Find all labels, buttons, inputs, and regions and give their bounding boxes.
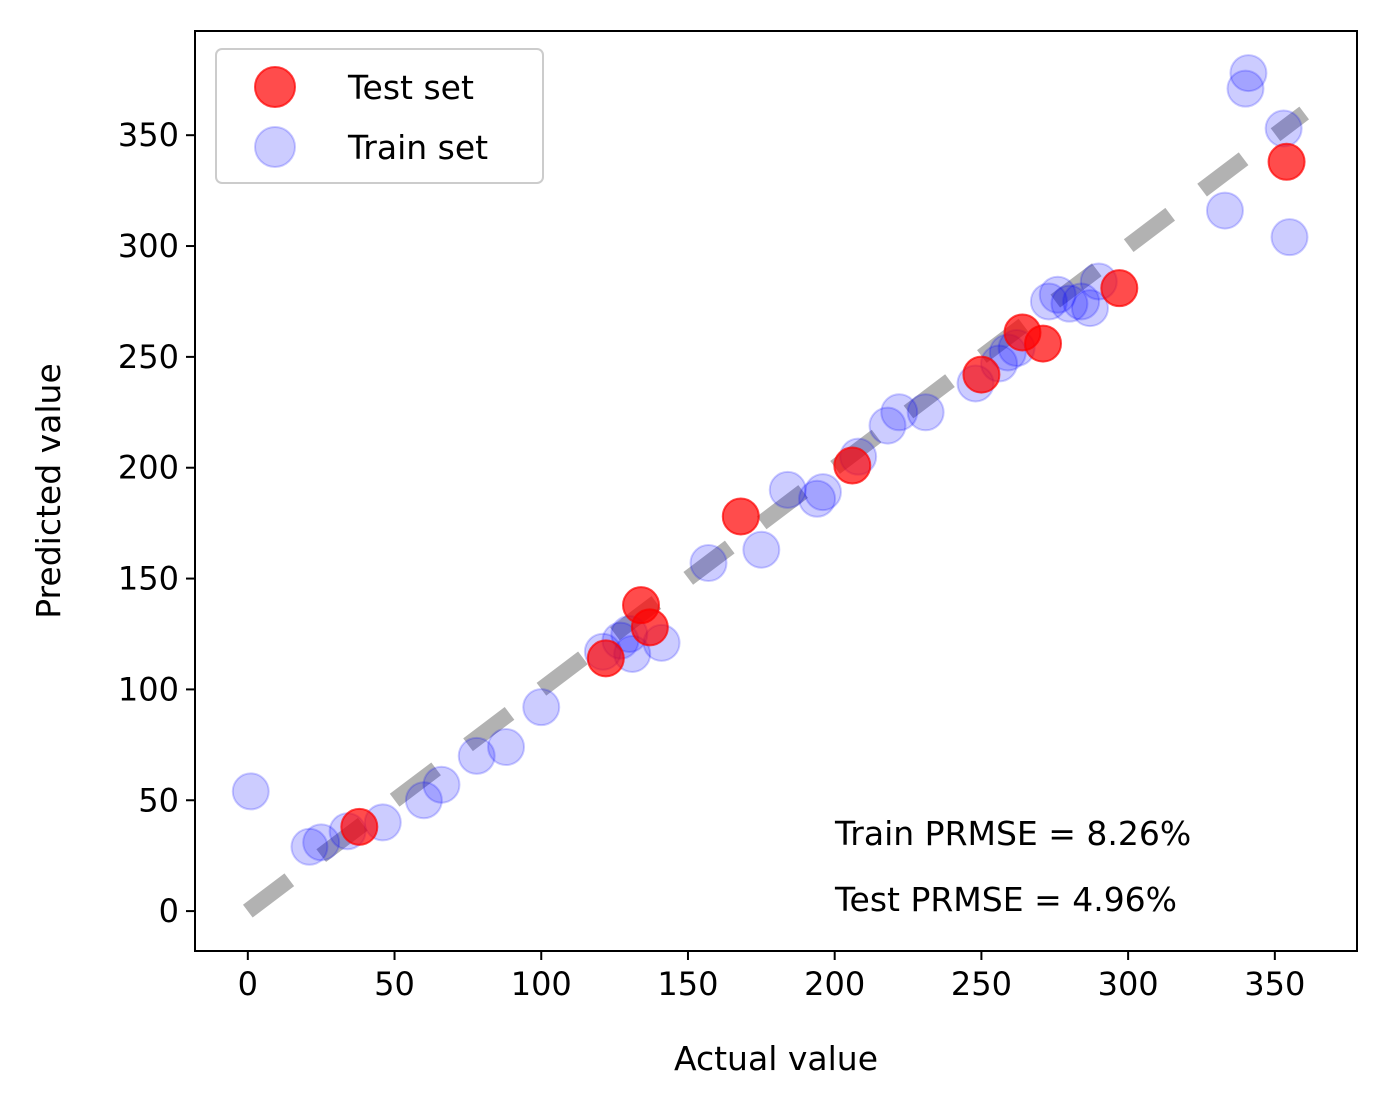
- x-tick-label: 250: [951, 965, 1012, 1003]
- train-point: [1029, 282, 1068, 321]
- train-point: [1264, 109, 1303, 148]
- train-point: [803, 473, 842, 512]
- y-tick-label: 300: [118, 227, 179, 265]
- y-tick-label: 250: [118, 338, 179, 376]
- train-point: [689, 544, 728, 583]
- axis-ticks-layer: 0 50 100 150 200 250 300 350 0 50 100 150 200 250 300 3…: [118, 116, 1305, 1003]
- y-tick-label: 350: [118, 116, 179, 154]
- x-tick-label: 0: [238, 965, 258, 1003]
- test-point: [962, 355, 1001, 394]
- legend-label-train: Train set: [347, 128, 488, 167]
- y-axis-label: Predicted value: [29, 363, 68, 619]
- train-point: [768, 470, 807, 509]
- y-tick-label: 0: [159, 892, 179, 930]
- legend-label-test: Test set: [347, 68, 474, 107]
- train-point: [487, 728, 526, 767]
- test-point: [340, 807, 379, 846]
- train-point: [1062, 282, 1101, 321]
- train-point: [1050, 284, 1089, 323]
- train-point: [1226, 69, 1265, 108]
- train-point: [231, 772, 270, 811]
- x-tick-label: 300: [1098, 965, 1159, 1003]
- train-point: [1229, 54, 1268, 93]
- y-tick-label: 50: [138, 781, 179, 819]
- train-point: [1038, 275, 1077, 314]
- train-point: [522, 688, 561, 727]
- test-point: [586, 639, 625, 678]
- legend-box: [215, 48, 544, 184]
- legend-marker-test: [254, 66, 296, 108]
- test-point: [1100, 269, 1139, 308]
- train-point: [906, 393, 945, 432]
- test-point: [721, 497, 760, 536]
- train-prmse-annotation: Train PRMSE = 8.26%: [834, 814, 1191, 853]
- train-point: [868, 406, 907, 445]
- data-points-layer: [231, 54, 1309, 866]
- train-point: [290, 827, 329, 866]
- train-point: [1070, 289, 1109, 328]
- test-point: [630, 608, 669, 647]
- x-tick-label: 100: [511, 965, 572, 1003]
- test-point: [833, 446, 872, 485]
- x-tick-label: 200: [804, 965, 865, 1003]
- y-tick-label: 150: [118, 560, 179, 598]
- x-tick-label: 50: [374, 965, 415, 1003]
- train-point: [1205, 191, 1244, 230]
- train-point: [1270, 218, 1309, 257]
- train-point: [302, 823, 341, 862]
- test-point: [1024, 324, 1063, 363]
- x-axis-label: Actual value: [674, 1039, 878, 1078]
- legend: Test set Train set: [215, 48, 544, 184]
- train-point: [742, 530, 781, 569]
- test-point: [1267, 142, 1306, 181]
- x-tick-label: 150: [657, 965, 718, 1003]
- train-point: [404, 781, 443, 820]
- identity-reference-line: [242, 106, 1310, 918]
- test-prmse-annotation: Test PRMSE = 4.96%: [834, 880, 1177, 919]
- y-tick-label: 100: [118, 670, 179, 708]
- train-point: [457, 736, 496, 775]
- test-set-series: [340, 142, 1306, 846]
- x-tick-label: 350: [1244, 965, 1305, 1003]
- legend-marker-train: [254, 126, 296, 168]
- train-point: [798, 479, 837, 518]
- train-point: [880, 393, 919, 432]
- plot-frame: [194, 30, 1358, 952]
- y-tick-label: 200: [118, 449, 179, 487]
- reference-line-layer: [242, 106, 1310, 918]
- train-point: [422, 765, 461, 804]
